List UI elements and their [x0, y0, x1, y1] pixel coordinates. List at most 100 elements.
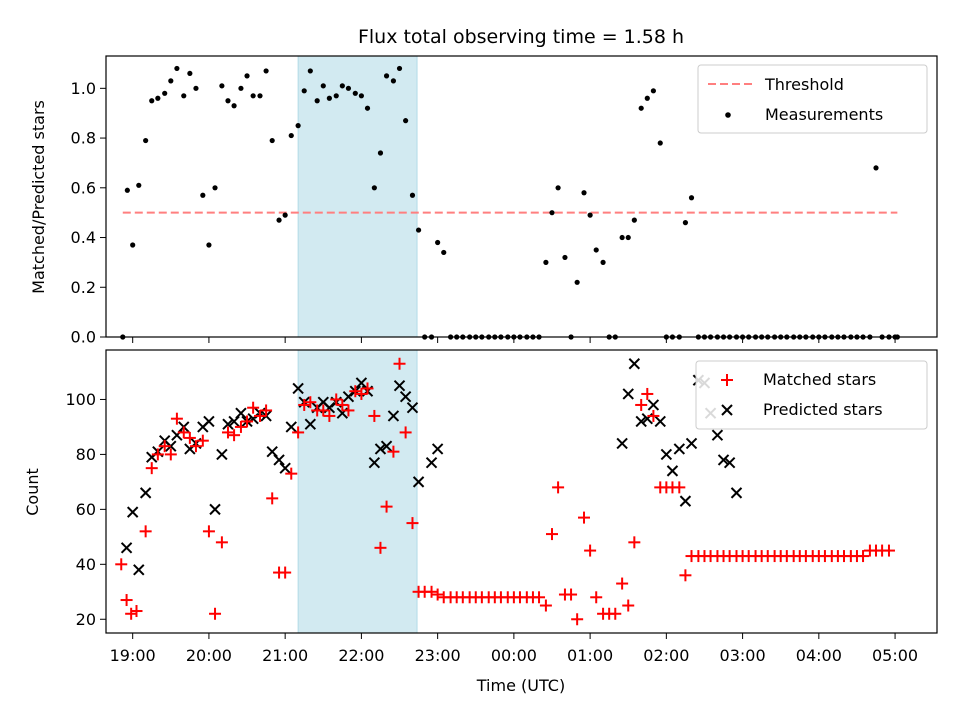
matched-star-point: [304, 396, 317, 409]
predicted-star-point: [216, 448, 228, 461]
measurement-point: [638, 105, 644, 111]
predicted-star-point: [133, 564, 145, 576]
measurement-point: [130, 242, 136, 248]
predicted-star-point: [635, 415, 647, 428]
measurement-point: [339, 83, 345, 89]
top-legend: Threshold Measurements: [697, 64, 928, 134]
measurement-point: [225, 98, 231, 104]
bottom-plot-frame: [105, 349, 938, 634]
matched-star-point: [578, 511, 591, 524]
bottom-ytick-label: 100: [65, 390, 96, 409]
measurement-point: [657, 140, 663, 146]
matched-star-point: [425, 585, 438, 598]
measurement-point: [276, 217, 282, 223]
predicted-star-point: [285, 421, 297, 433]
matched-star-point: [374, 541, 387, 554]
measurement-point: [631, 217, 637, 223]
matched-star-point: [336, 398, 349, 411]
measurement-point: [383, 73, 390, 79]
matched-star-point: [183, 431, 196, 444]
legend-matched-label: Matched stars: [763, 370, 876, 389]
predicted-star-point: [292, 382, 304, 395]
measurement-point: [390, 78, 397, 84]
top-y-axis-label: Matched/Predicted stars: [29, 100, 48, 294]
predicted-star-point: [222, 418, 234, 430]
measurement-point: [543, 259, 549, 265]
bottom-legend-box: [695, 360, 928, 430]
matched-star-point: [355, 387, 368, 400]
measurement-point: [263, 68, 269, 74]
predicted-star-point: [723, 456, 736, 469]
matched-star-point: [590, 591, 603, 604]
measurement-point: [301, 88, 307, 94]
xtick-label: 21:00: [262, 646, 308, 665]
measurement-point: [320, 83, 326, 89]
measurement-point: [155, 95, 161, 101]
matched-star-point: [368, 409, 381, 422]
matched-star-point: [266, 492, 279, 505]
matched-star-point: [539, 599, 552, 612]
matched-star-point: [247, 401, 260, 414]
legend-predicted-label: Predicted stars: [763, 400, 883, 419]
predicted-star-point: [616, 437, 628, 450]
measurement-point: [650, 88, 656, 94]
measurement-point: [219, 83, 225, 89]
matched-star-point: [189, 440, 202, 453]
predicted-star-point: [203, 415, 215, 428]
predicted-star-point: [393, 380, 406, 392]
xtick-label: 01:00: [567, 646, 613, 665]
xtick-label: 19:00: [110, 646, 156, 665]
measurement-point: [238, 85, 244, 91]
measurement-point: [555, 185, 561, 191]
measurement-point: [625, 234, 631, 241]
measurement-point: [143, 137, 149, 144]
predicted-star-point: [412, 476, 425, 488]
bottom-ytick-label: 40: [76, 555, 96, 574]
matched-star-point: [164, 448, 177, 461]
matched-star-point: [387, 445, 400, 458]
measurement-point: [441, 249, 447, 256]
matched-star-point: [228, 429, 241, 442]
matched-star-point: [151, 448, 164, 461]
measurement-point: [187, 70, 193, 77]
matched-star-point: [145, 462, 158, 475]
matched-star-point: [616, 577, 629, 590]
predicted-star-point: [679, 495, 692, 507]
legend-predicted-swatch: [721, 404, 733, 416]
predicted-star-point: [380, 440, 393, 452]
predicted-star-point: [235, 407, 247, 419]
measurement-point: [345, 85, 352, 91]
predicted-star-point: [647, 399, 660, 411]
predicted-star-point: [387, 410, 400, 422]
predicted-star-point: [685, 437, 698, 450]
measurement-point: [282, 212, 288, 218]
xtick-label: 23:00: [415, 646, 461, 665]
matched-star-point: [221, 426, 234, 439]
bottom-highlight-span: [297, 349, 418, 634]
matched-star-point: [279, 566, 292, 579]
measurement-point: [600, 259, 606, 265]
top-ytick-label: 0.6: [71, 178, 96, 197]
measurement-point: [269, 137, 275, 144]
measurement-point: [193, 85, 199, 91]
matched-star-point: [317, 404, 330, 417]
matched-star-point: [647, 409, 660, 422]
measurement-point: [206, 242, 212, 248]
matched-star-point: [349, 385, 362, 398]
measurement-point: [257, 93, 263, 99]
measurement-point: [168, 78, 174, 84]
matched-star-point: [571, 613, 584, 626]
predicted-star-point: [431, 443, 444, 455]
predicted-star-point: [304, 418, 317, 430]
top-panel: 0.0 0.2 0.4 0.6 0.8 1.0 Matched/Predicted sta…: [29, 55, 938, 347]
matched-star-point: [641, 387, 654, 400]
predicted-star-point: [406, 401, 419, 414]
predicted-star-point: [165, 440, 177, 452]
matched-star-point: [342, 404, 355, 417]
top-highlight-span: [297, 55, 418, 338]
chart-title: Flux total observing time = 1.58 h: [358, 26, 684, 48]
predicted-star-point: [673, 443, 686, 455]
predicted-star-point: [730, 487, 743, 499]
matched-star-point: [158, 440, 171, 453]
matched-star-point: [330, 393, 343, 406]
